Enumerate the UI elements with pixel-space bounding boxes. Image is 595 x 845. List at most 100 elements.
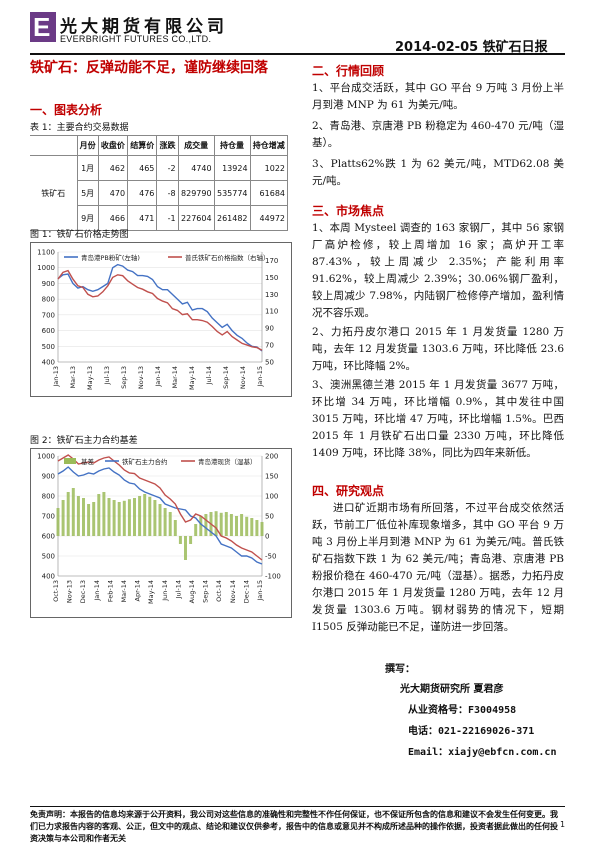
- col-header: 月份: [76, 135, 99, 156]
- author-email[interactable]: Email：xiajy@ebfcn.com.cn: [408, 747, 557, 758]
- basis-chart: 400 500 600 700 800 900 1000 -100 -50 0 50 100 150 20…: [30, 448, 292, 618]
- page-number: 1: [560, 820, 566, 829]
- y-left-tick-label: 600: [42, 533, 55, 541]
- table-cell: -1: [156, 205, 179, 231]
- focus-block: 1、本周 Mysteel 调查的 163 家钢厂，其中 56 家钢厂高炉检修，较…: [312, 220, 564, 462]
- y-right-tick-label: 70: [265, 342, 274, 350]
- table-cell: 1022: [249, 155, 289, 181]
- y-left-tick-label: 700: [42, 311, 55, 319]
- company-name-en: EVERBRIGHT FUTURES CO.,LTD.: [60, 34, 212, 44]
- basis-bar: [102, 492, 106, 536]
- y-right-tick-label: 90: [265, 325, 274, 333]
- review-block: 1、平台成交活跃，其中 GO 平台 9 万吨 3 月份上半月到港 MNP 为 6…: [312, 80, 564, 190]
- basis-bar: [245, 516, 249, 536]
- main-title: 铁矿石：反弹动能不足，谨防继续回落: [30, 60, 268, 76]
- basis-bar: [153, 500, 157, 536]
- x-tick-label: Jan-14: [154, 366, 162, 388]
- focus-item: 1、本周 Mysteel 调查的 163 家钢厂，其中 56 家钢厂高炉检修，较…: [312, 222, 564, 319]
- x-tick-label: Jul-13: [103, 366, 111, 385]
- basis-bar: [56, 508, 60, 536]
- series-line: [57, 466, 263, 565]
- y-left-tick-label: 400: [42, 359, 55, 367]
- basis-bar: [194, 524, 198, 536]
- table-cell: 4740: [177, 155, 215, 181]
- x-tick-label: Nov-13: [66, 580, 74, 603]
- y-right-tick-label: -100: [265, 573, 281, 581]
- legend-label: 基差: [81, 457, 95, 466]
- table-cell: 13924: [213, 155, 251, 181]
- col-header: 收盘价: [97, 135, 129, 156]
- x-tick-label: Jan-15: [256, 580, 264, 602]
- header-divider: [30, 53, 565, 55]
- y-left-tick-label: 800: [42, 296, 55, 304]
- x-tick-label: Apr-14: [134, 580, 142, 601]
- review-item: 1、平台成交活跃，其中 GO 平台 9 万吨 3 月份上半月到港 MNP 为 6…: [312, 82, 564, 111]
- legend-swatch: [64, 458, 76, 464]
- y-left-tick-label: 900: [42, 473, 55, 481]
- author-phone: 电话：021-22169026-371: [408, 726, 535, 737]
- basis-bar: [76, 496, 80, 536]
- col-header: 结算价: [127, 135, 158, 156]
- author-org: 光大期货研究所 夏君彦: [400, 684, 504, 695]
- basis-bar: [112, 500, 116, 536]
- row-group-label: 铁矿石: [30, 155, 78, 231]
- table-cell: 261482: [213, 205, 251, 231]
- basis-bar: [224, 512, 228, 536]
- focus-item: 2、力拓丹皮尔港口 2015 年 1 月发货量 1280 万吨，去年 12 月发…: [312, 326, 564, 372]
- x-tick-label: Jul-14: [174, 580, 182, 599]
- x-tick-label: May-14: [188, 366, 196, 390]
- table-cell: 829790: [177, 180, 215, 206]
- basis-bar: [127, 499, 131, 536]
- basis-bar: [143, 494, 147, 536]
- x-tick-label: Sep-14: [222, 366, 230, 389]
- basis-bar: [219, 512, 223, 536]
- author-label: 撰写：: [385, 664, 415, 675]
- x-tick-label: Dec-13: [79, 580, 87, 603]
- basis-bar: [66, 492, 70, 536]
- basis-bar: [122, 500, 126, 536]
- table-caption: 表 1：主要合约交易数据: [30, 123, 129, 133]
- legend-label: 青岛港现货（湿基）: [198, 457, 257, 466]
- basis-bar: [240, 514, 244, 536]
- table-cell: 9月: [76, 205, 99, 231]
- x-tick-label: Aug-14: [188, 580, 196, 603]
- table-cell: 61684: [249, 180, 289, 206]
- y-right-tick-label: 200: [265, 453, 278, 461]
- y-right-tick-label: 150: [265, 473, 278, 481]
- basis-bar: [184, 536, 187, 560]
- y-right-tick-label: 170: [265, 257, 278, 265]
- x-tick-label: Jun-14: [161, 580, 169, 602]
- table-cell: 1月: [76, 155, 99, 181]
- x-tick-label: Jan-14: [93, 580, 101, 602]
- y-right-tick-label: -50: [265, 553, 276, 561]
- table-row: 5月 470 476 -8 829790 535774 61684: [30, 180, 289, 206]
- price-trend-chart: 400 500 600 700 800 900 1000 1100 50 70 90 110 130 15…: [30, 242, 292, 397]
- basis-bar: [173, 520, 177, 536]
- figure1-caption: 图 1：铁矿石价格走势图: [30, 230, 129, 240]
- y-right-tick-label: 150: [265, 274, 278, 282]
- table-cell: 44972: [249, 205, 289, 231]
- y-left-tick-label: 400: [42, 573, 55, 581]
- table-cell: 465: [127, 155, 158, 181]
- section-market-focus: 三、市场焦点: [312, 204, 385, 218]
- series-line: [57, 263, 263, 352]
- table-cell: 227604: [177, 205, 215, 231]
- basis-bar: [87, 504, 91, 536]
- x-tick-label: Dec-14: [242, 580, 250, 603]
- basis-bar: [250, 518, 254, 536]
- col-header: 涨跌: [156, 135, 179, 156]
- company-name-cn: 光大期货有限公司: [60, 17, 228, 37]
- y-left-tick-label: 500: [42, 343, 55, 351]
- disclaimer: 免责声明：本报告的信息均来源于公开资料，我公司对这些信息的准确性和完整性不作任何…: [30, 810, 558, 843]
- table-cell: 471: [127, 205, 158, 231]
- y-left-tick-label: 800: [42, 493, 55, 501]
- x-tick-label: Feb-14: [106, 580, 114, 602]
- x-tick-label: Mar-14: [171, 366, 179, 388]
- legend-label: 普氏铁矿石价格指数（右轴）: [185, 253, 270, 262]
- y-left-tick-label: 500: [42, 553, 55, 561]
- section-research-view: 四、研究观点: [312, 484, 385, 498]
- table-cell: -8: [156, 180, 179, 206]
- focus-item: 3、澳洲黑德兰港 2015 年 1 月发货量 3677 万吨，环比增 34 万吨…: [312, 379, 564, 459]
- x-tick-label: Jul-14: [205, 366, 213, 385]
- basis-bar: [199, 516, 203, 536]
